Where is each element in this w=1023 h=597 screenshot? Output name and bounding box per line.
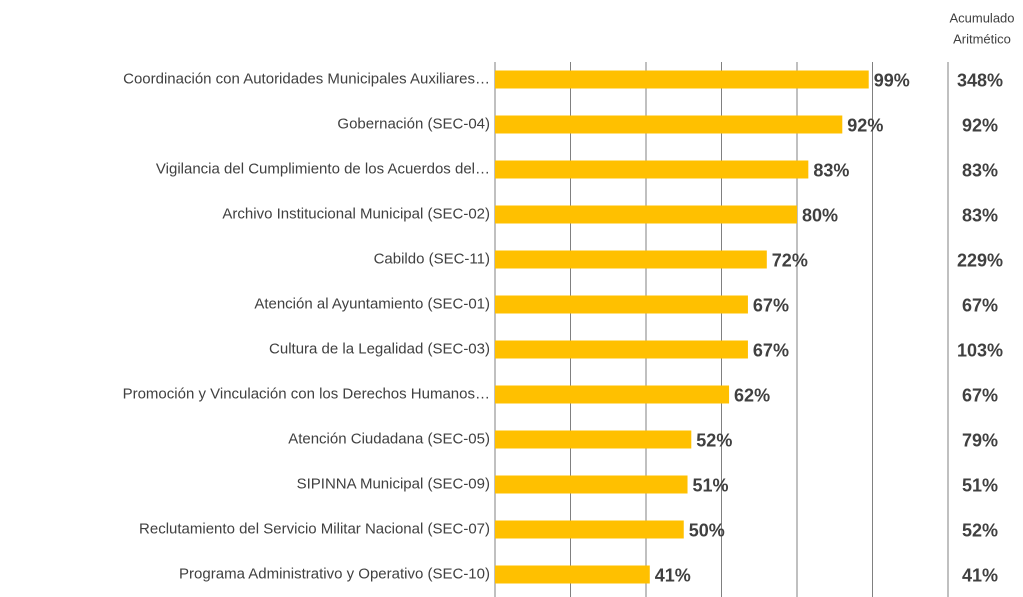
- cumulative-label: 67%: [962, 295, 998, 315]
- data-label: 52%: [696, 430, 732, 450]
- cumulative-label: 92%: [962, 115, 998, 135]
- bar: [495, 115, 843, 134]
- bar: [495, 565, 650, 584]
- column-header: Aritmético: [953, 31, 1011, 46]
- category-label: Cultura de la Legalidad (SEC-03): [269, 340, 490, 357]
- data-label: 92%: [847, 115, 883, 135]
- category-label: Reclutamiento del Servicio Militar Nacio…: [139, 520, 490, 537]
- data-label: 99%: [874, 70, 910, 90]
- cumulative-label: 103%: [957, 340, 1003, 360]
- data-label: 51%: [693, 475, 729, 495]
- category-label: Gobernación (SEC-04): [337, 115, 490, 132]
- bar: [495, 160, 809, 179]
- cumulative-label: 67%: [962, 385, 998, 405]
- cumulative-label: 83%: [962, 160, 998, 180]
- category-label: Programa Administrativo y Operativo (SEC…: [179, 565, 490, 582]
- bar: [495, 205, 797, 224]
- bar: [495, 520, 684, 539]
- category-label: Cabildo (SEC-11): [374, 250, 490, 267]
- bar: [495, 430, 692, 449]
- category-label: Atención Ciudadana (SEC-05): [288, 430, 490, 447]
- data-label: 83%: [813, 160, 849, 180]
- category-label: Atención al Ayuntamiento (SEC-01): [254, 295, 490, 312]
- column-header: Acumulado: [949, 10, 1014, 25]
- cumulative-label: 79%: [962, 430, 998, 450]
- category-label: SIPINNA Municipal (SEC-09): [297, 475, 490, 492]
- bar: [495, 295, 748, 314]
- data-label: 72%: [772, 250, 808, 270]
- cumulative-label: 348%: [957, 70, 1003, 90]
- bar: [495, 250, 767, 269]
- data-label: 62%: [734, 385, 770, 405]
- cumulative-label: 83%: [962, 205, 998, 225]
- bar: [495, 475, 688, 494]
- category-label: Coordinación con Autoridades Municipales…: [123, 70, 490, 87]
- bar: [495, 385, 730, 404]
- data-label: 80%: [802, 205, 838, 225]
- cumulative-label: 52%: [962, 520, 998, 540]
- data-label: 67%: [753, 295, 789, 315]
- category-label: Promoción y Vinculación con los Derechos…: [123, 385, 490, 402]
- bar: [495, 340, 748, 359]
- cumulative-label: 41%: [962, 565, 998, 585]
- cumulative-label: 229%: [957, 250, 1003, 270]
- data-label: 67%: [753, 340, 789, 360]
- data-label: 41%: [655, 565, 691, 585]
- category-label: Archivo Institucional Municipal (SEC-02): [222, 205, 490, 222]
- bar: [495, 70, 869, 89]
- data-label: 50%: [689, 520, 725, 540]
- cumulative-label: 51%: [962, 475, 998, 495]
- category-label: Vigilancia del Cumplimiento de los Acuer…: [156, 160, 490, 177]
